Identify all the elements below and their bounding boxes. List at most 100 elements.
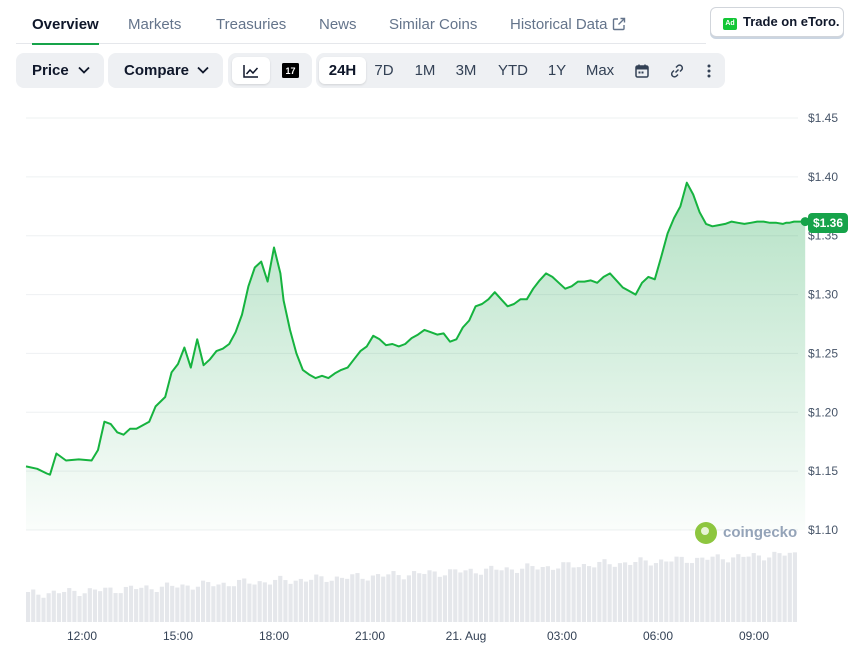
- volume-bar: [540, 567, 545, 622]
- volume-bar: [216, 584, 221, 622]
- tab-treasuries[interactable]: Treasuries: [216, 16, 287, 33]
- volume-bar: [31, 589, 36, 622]
- volume-bar: [782, 555, 787, 622]
- y-tick-label: $1.30: [808, 288, 838, 302]
- volume-bar: [628, 564, 633, 622]
- volume-bar: [751, 553, 756, 622]
- volume-bar: [293, 580, 298, 622]
- more-icon[interactable]: [700, 53, 718, 88]
- volume-bar: [381, 576, 386, 622]
- tab-overview[interactable]: Overview: [32, 0, 99, 45]
- price-dropdown-label: Price: [32, 62, 69, 79]
- tab-news[interactable]: News: [319, 16, 357, 33]
- volume-bar: [787, 552, 792, 622]
- calendar-icon[interactable]: [632, 53, 652, 88]
- range-selector: 24H 7D 1M 3M YTD 1Y Max: [316, 53, 725, 88]
- range-selected-background: [319, 57, 366, 84]
- volume-bar: [792, 552, 797, 622]
- volume-bar: [720, 559, 725, 622]
- volume-bar: [170, 585, 175, 622]
- volume-bar: [370, 575, 375, 622]
- volume-bar: [617, 563, 623, 622]
- volume-bar: [334, 576, 339, 622]
- volume-bar: [597, 561, 602, 622]
- volume-bar: [602, 559, 607, 622]
- volume-bar: [741, 556, 746, 622]
- volume-bar: [514, 572, 520, 622]
- volume-bar: [700, 557, 705, 622]
- volume-bar: [175, 587, 180, 622]
- volume-bar: [36, 594, 41, 622]
- volume-bar: [67, 588, 72, 622]
- volume-bar: [314, 574, 319, 622]
- volume-bar: [180, 584, 185, 622]
- volume-bar: [710, 556, 715, 622]
- trade-on-etoro-button[interactable]: Ad Trade on eToro.: [710, 7, 844, 37]
- volume-bar: [267, 584, 273, 622]
- volume-bar: [545, 566, 550, 622]
- price-line: [25, 181, 806, 476]
- volume-bar: [679, 556, 684, 622]
- x-tick-label: 21:00: [355, 629, 385, 643]
- volume-bar: [566, 562, 571, 622]
- compare-dropdown-label: Compare: [124, 62, 190, 79]
- range-max[interactable]: Max: [585, 62, 615, 79]
- tab-similar-coins[interactable]: Similar Coins: [389, 16, 478, 33]
- watermark-text: coingecko: [723, 524, 798, 541]
- volume-bar: [355, 573, 360, 622]
- volume-bar: [448, 569, 453, 622]
- volume-bar: [489, 565, 494, 622]
- volume-bar: [123, 586, 128, 622]
- volume-bar: [772, 551, 777, 622]
- volume-bar: [756, 555, 761, 622]
- volume-bar: [278, 575, 283, 622]
- tab-historical-data[interactable]: Historical Data: [510, 0, 626, 44]
- x-tick-label: 12:00: [67, 629, 97, 643]
- volume-bar: [195, 586, 200, 622]
- coingecko-watermark: coingecko: [695, 521, 797, 545]
- volume-bar: [72, 590, 77, 622]
- range-1m[interactable]: 1M: [414, 62, 436, 79]
- tradingview-icon[interactable]: 17: [272, 53, 308, 88]
- etoro-label: Trade on eToro.: [743, 14, 840, 29]
- volume-bar: [226, 586, 231, 622]
- x-tick-label: 18:00: [259, 629, 289, 643]
- volume-bar: [26, 592, 31, 622]
- volume-bar: [648, 565, 653, 622]
- volume-bar: [777, 553, 782, 622]
- link-icon[interactable]: [666, 53, 688, 88]
- external-link-icon: [612, 17, 625, 31]
- range-7d[interactable]: 7D: [374, 62, 394, 79]
- volume-bar: [41, 597, 46, 622]
- volume-bar: [56, 593, 62, 622]
- volume-bar: [695, 557, 700, 622]
- volume-bar: [46, 593, 51, 622]
- volume-bar: [499, 570, 504, 622]
- volume-bar: [252, 584, 257, 622]
- compare-dropdown[interactable]: Compare: [108, 53, 223, 88]
- volume-bar: [82, 593, 87, 622]
- volume-bar: [339, 577, 345, 622]
- range-3m[interactable]: 3M: [455, 62, 477, 79]
- tab-historical-data-label: Historical Data: [510, 16, 608, 33]
- volume-bar: [190, 589, 195, 622]
- volume-bar: [324, 581, 329, 622]
- range-1y[interactable]: 1Y: [547, 62, 567, 79]
- range-24h[interactable]: 24H: [328, 62, 357, 79]
- volume-bar: [113, 593, 118, 622]
- line-chart-icon[interactable]: [232, 53, 270, 88]
- volume-bar: [247, 583, 252, 622]
- volume-bar: [653, 563, 659, 622]
- price-dropdown[interactable]: Price: [16, 53, 104, 88]
- tab-markets[interactable]: Markets: [128, 16, 182, 33]
- volume-bar: [659, 559, 664, 622]
- volume-bar: [422, 573, 427, 622]
- volume-bar: [211, 586, 216, 622]
- volume-bar: [298, 578, 303, 622]
- range-ytd[interactable]: YTD: [498, 62, 528, 79]
- x-tick-label: 03:00: [547, 629, 577, 643]
- volume-bar: [329, 580, 334, 622]
- volume-bar: [345, 578, 350, 622]
- volume-bar: [309, 579, 314, 622]
